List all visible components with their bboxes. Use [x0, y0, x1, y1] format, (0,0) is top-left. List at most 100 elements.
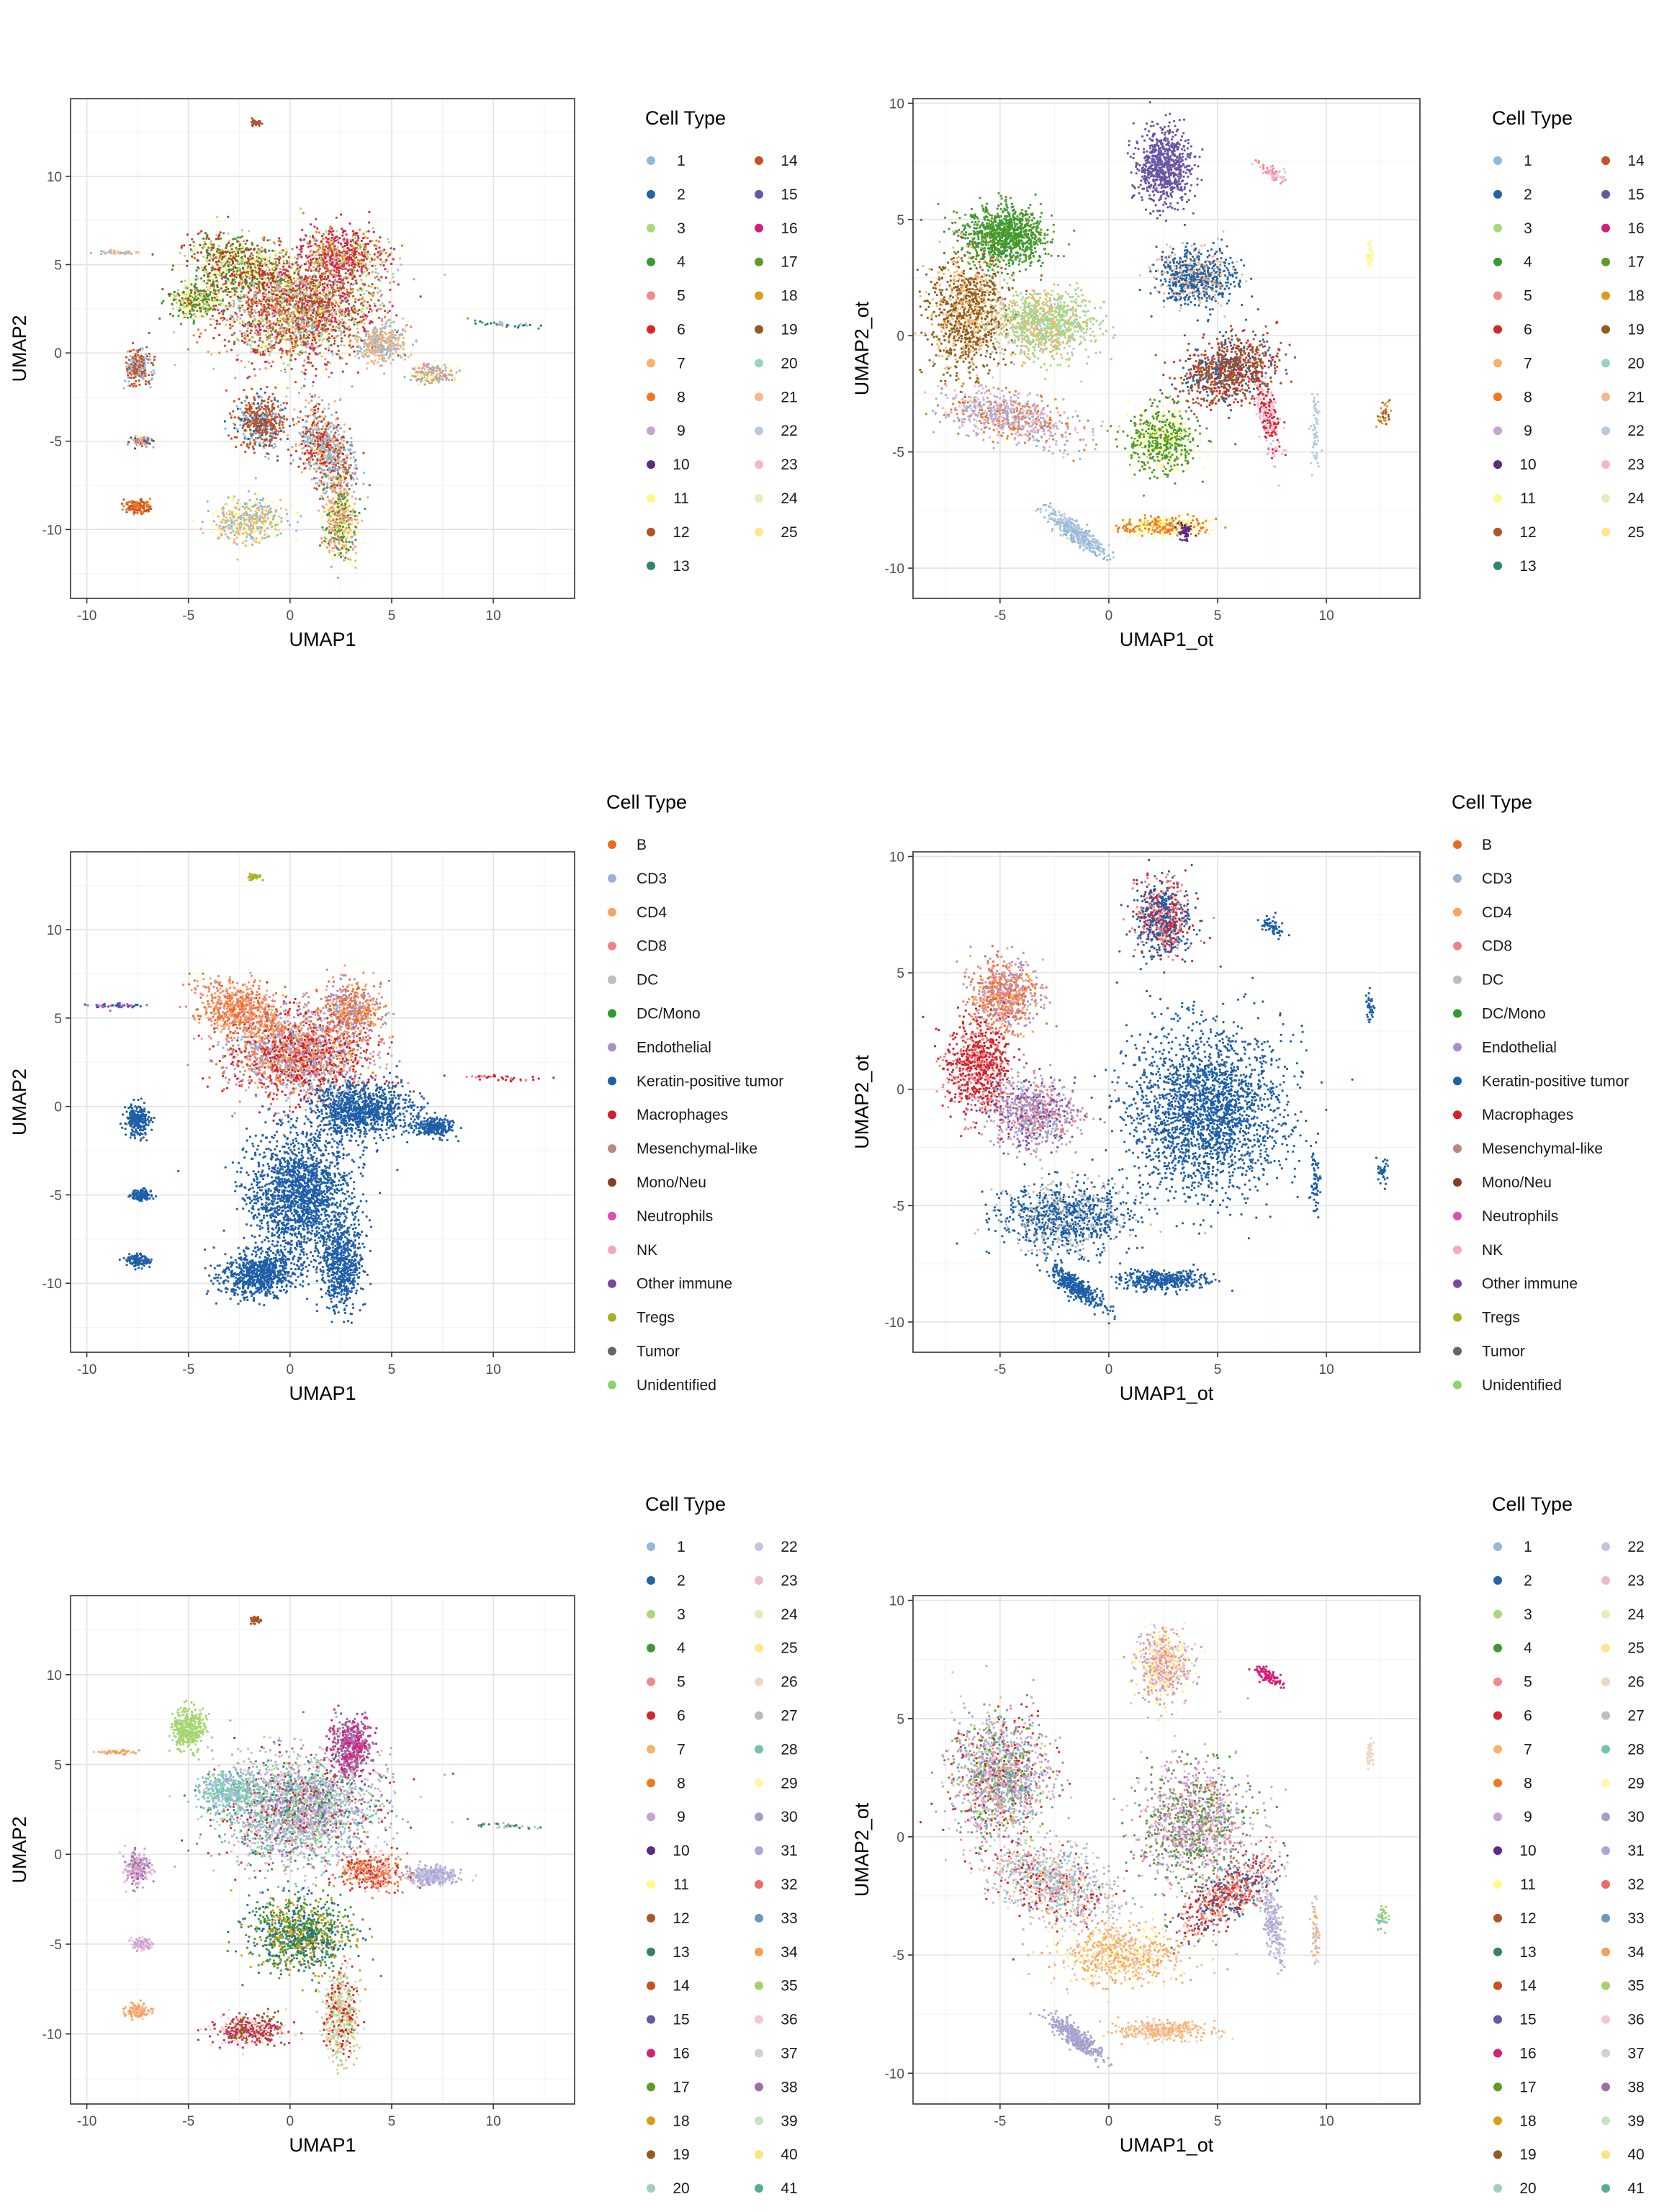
scatter-point	[329, 256, 331, 258]
scatter-point	[288, 330, 290, 332]
scatter-point	[356, 282, 358, 284]
scatter-point	[254, 422, 256, 424]
scatter-point	[377, 272, 379, 274]
scatter-point	[364, 350, 366, 352]
scatter-point	[355, 310, 357, 312]
scatter-point	[285, 332, 287, 334]
scatter-point	[235, 291, 238, 293]
scatter-point	[182, 300, 184, 302]
scatter-point	[213, 287, 215, 289]
scatter-point	[250, 289, 252, 291]
scatter-point	[374, 271, 377, 274]
scatter-point	[233, 427, 235, 429]
scatter-point	[228, 434, 230, 436]
scatter-point	[248, 269, 251, 271]
scatter-point	[266, 338, 268, 340]
scatter-point	[348, 264, 350, 266]
scatter-point	[389, 310, 391, 312]
scatter-point	[199, 333, 202, 335]
scatter-point	[278, 431, 280, 433]
scatter-point	[292, 420, 294, 422]
scatter-point	[296, 320, 298, 323]
scatter-point	[184, 315, 186, 317]
scatter-point	[281, 359, 283, 361]
scatter-point	[273, 290, 275, 292]
scatter-point	[297, 353, 299, 355]
scatter-point	[390, 252, 392, 254]
scatter-point	[245, 294, 247, 296]
scatter-point	[282, 421, 284, 423]
scatter-point	[281, 320, 283, 322]
scatter-point	[284, 272, 286, 274]
scatter-point	[251, 412, 253, 414]
scatter-point	[259, 263, 261, 265]
scatter-point	[173, 331, 175, 333]
scatter-point	[255, 297, 257, 300]
scatter-point	[361, 266, 363, 268]
scatter-point	[328, 313, 331, 315]
scatter-point	[310, 258, 312, 261]
scatter-point	[230, 262, 232, 264]
scatter-point	[258, 324, 260, 326]
scatter-point	[351, 269, 353, 271]
scatter-point	[352, 239, 354, 241]
scatter-point	[197, 251, 199, 253]
scatter-point	[269, 333, 271, 335]
scatter-point	[306, 459, 308, 461]
scatter-point	[300, 350, 302, 352]
scatter-point	[235, 293, 238, 295]
scatter-point	[235, 287, 238, 289]
scatter-point	[410, 325, 412, 328]
scatter-point	[225, 277, 228, 279]
scatter-point	[227, 261, 229, 263]
scatter-point	[206, 257, 208, 259]
scatter-point	[270, 365, 272, 367]
scatter-point	[233, 400, 235, 403]
scatter-point	[359, 294, 361, 296]
scatter-point	[370, 299, 372, 301]
scatter-point	[313, 449, 315, 451]
scatter-point	[317, 249, 319, 251]
scatter-point	[315, 244, 318, 246]
scatter-point	[332, 230, 334, 232]
scatter-point	[242, 261, 244, 264]
scatter-point	[389, 289, 391, 291]
scatter-point	[225, 253, 228, 256]
scatter-point	[315, 254, 318, 256]
scatter-point	[266, 406, 268, 408]
scatter-point	[326, 250, 328, 252]
scatter-point	[253, 368, 256, 370]
scatter-point	[328, 230, 331, 233]
scatter-point	[308, 266, 310, 268]
scatter-point	[249, 255, 251, 257]
scatter-point	[259, 408, 261, 410]
scatter-point	[313, 452, 315, 454]
scatter-point	[281, 310, 283, 313]
scatter-point	[251, 243, 253, 246]
scatter-point	[274, 387, 276, 389]
scatter-point	[183, 313, 185, 315]
scatter-point	[326, 287, 328, 289]
scatter-point	[226, 251, 228, 253]
scatter-point	[237, 307, 239, 309]
scatter-point	[331, 297, 333, 299]
scatter-point	[345, 272, 347, 274]
scatter-point	[248, 298, 250, 300]
scatter-point	[228, 291, 230, 293]
scatter-point	[361, 288, 364, 290]
scatter-point	[243, 332, 246, 334]
scatter-point	[243, 286, 245, 288]
scatter-point	[327, 275, 329, 277]
scatter-point	[343, 352, 346, 354]
scatter-point	[300, 289, 302, 291]
scatter-point	[311, 331, 313, 333]
scatter-point	[343, 264, 345, 266]
scatter-point	[256, 245, 258, 247]
scatter-point	[292, 326, 295, 328]
scatter-point	[246, 330, 248, 332]
scatter-point	[202, 238, 204, 240]
scatter-point	[303, 334, 305, 336]
scatter-point	[297, 323, 300, 325]
scatter-point	[276, 455, 279, 457]
scatter-point	[372, 321, 374, 323]
